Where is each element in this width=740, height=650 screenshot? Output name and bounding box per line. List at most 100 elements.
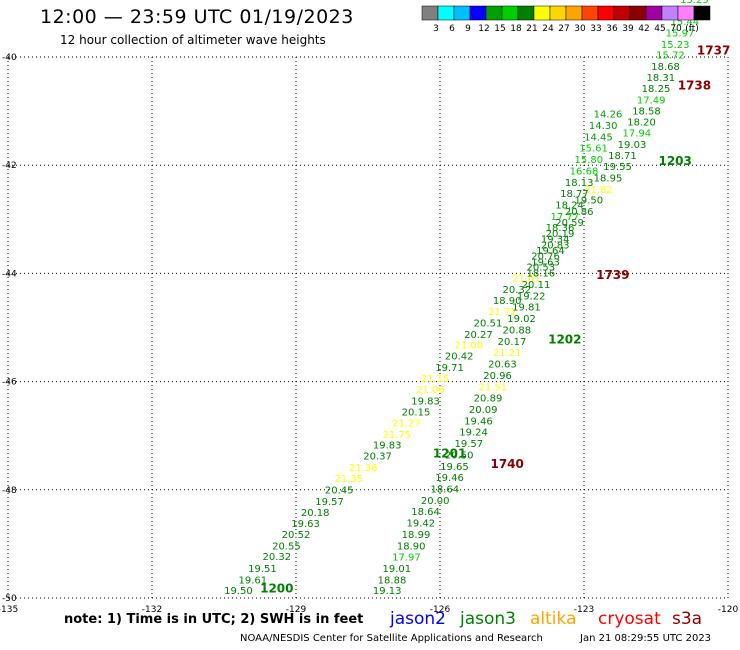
swh-label: 18.90 [493,296,522,307]
swh-label: 19.13 [373,586,402,597]
x-tick-label: -120 [718,605,739,615]
swh-label: 20.27 [464,330,493,341]
swh-label: 21.61 [512,274,541,285]
colorbar-swatch [421,5,439,21]
colorbar-swatch [677,5,695,21]
swh-label: 20.89 [474,394,503,405]
swh-label: 19.83 [411,396,440,407]
swh-label: 20.19 [546,229,575,240]
swh-label: 18.64 [430,485,459,496]
colorbar-swatch [661,5,679,21]
swh-label: 18.31 [646,73,675,84]
swh-label: 19.01 [382,564,411,575]
swh-label: 21.35 [334,474,363,485]
colorbar-label: 39 [622,24,634,34]
colorbar-label: 3 [433,24,439,34]
swh-label: 15.25 [680,0,709,6]
swh-label: 21.27 [392,419,421,430]
swh-label: 18.16 [526,269,555,280]
time-label: 1740 [490,457,523,471]
swh-label: 19.63 [531,257,560,268]
swh-label: 20.51 [474,318,503,329]
x-tick-label: -129 [286,605,307,615]
swh-label: 18.20 [627,118,656,129]
swh-label: 15.80 [574,155,603,166]
swh-label: 20.45 [325,486,354,497]
generated-timestamp: Jan 21 08:29:55 UTC 2023 [580,633,712,644]
swh-label: 20.37 [363,452,392,463]
colorbar-swatch [645,5,663,21]
colorbar-label: 24 [542,24,554,34]
colorbar-swatch [693,5,711,21]
swh-label: 21.72 [488,307,517,318]
chart-title: 12:00 — 23:59 UTC 01/19/2023 [40,6,354,28]
colorbar-swatch [581,5,599,21]
swh-label: 19.50 [224,586,253,597]
swh-label: 19.83 [373,441,402,452]
colorbar-label: 15 [494,24,505,34]
x-tick-label: -126 [430,605,451,615]
swh-label: 18.95 [594,173,623,184]
swh-label: 17.94 [622,129,651,140]
chart-subtitle: 12 hour collection of altimeter wave hei… [60,33,326,47]
swh-label: 19.65 [440,462,469,473]
y-tick-label: -44 [2,269,17,279]
swh-label: 18.99 [402,530,431,541]
swh-label: 20.42 [445,351,474,362]
swh-label: 18.88 [378,575,407,586]
swh-label: 20.59 [555,218,584,229]
swh-label: 20.32 [262,552,291,563]
colorbar-swatch [517,5,535,21]
colorbar-swatch [485,5,503,21]
swh-label: 20.76 [531,251,560,262]
swh-label: 19.50 [574,196,603,207]
swh-label: 20.53 [526,263,555,274]
swh-label: 20.00 [421,496,450,507]
x-tick-label: -123 [574,605,594,615]
y-tick-label: -50 [2,594,17,604]
y-tick-label: -42 [2,161,17,171]
swh-label: 21.36 [349,463,378,474]
colorbar-label: (ft) [685,24,699,34]
legend-cryosat: cryosat [598,609,661,629]
swh-label: 21.75 [382,430,411,441]
swh-label: 20.55 [272,541,301,552]
swh-label: 20.50 [445,450,474,461]
swh-label: 20.15 [402,408,431,419]
colorbar-label: 30 [574,24,586,34]
colorbar-label: 70 [670,24,682,34]
colorbar-swatch [533,5,551,21]
swh-label: 19.22 [517,291,546,302]
swh-label: 19.63 [291,519,320,530]
colorbar-label: 42 [638,24,649,34]
swh-label: 14.26 [594,110,623,121]
swh-label: 15.23 [661,40,690,51]
legend-jason3: jason3 [460,609,516,629]
swh-label: 19.02 [507,314,536,325]
swh-label: 21.15 [421,374,450,385]
swh-label: 19.81 [512,303,541,314]
swh-label: 19.55 [603,162,632,173]
colorbar-label: 33 [590,24,601,34]
swh-label: 20.52 [282,530,311,541]
colorbar-swatch [437,5,455,21]
swh-label: 15.97 [666,28,695,39]
time-label: 1739 [596,268,629,282]
time-label: 1202 [548,333,581,347]
legend-jason2: jason2 [390,609,446,629]
colorbar-label: 9 [465,24,471,34]
colorbar-label: 36 [606,24,618,34]
swh-label: 19.64 [536,246,565,257]
swh-label: 18.90 [397,541,426,552]
swh-label: 15.61 [579,144,608,155]
y-tick-label: -48 [2,486,17,496]
colorbar-swatch [597,5,615,21]
colorbar-label: 6 [449,24,455,34]
time-label: 1201 [433,446,466,460]
colorbar-swatch [469,5,487,21]
swh-label: 19.71 [435,363,464,374]
colorbar-swatch [549,5,567,21]
swh-label: 21.51 [478,382,507,393]
colorbar-swatch [613,5,631,21]
colorbar-label: 18 [510,24,522,34]
